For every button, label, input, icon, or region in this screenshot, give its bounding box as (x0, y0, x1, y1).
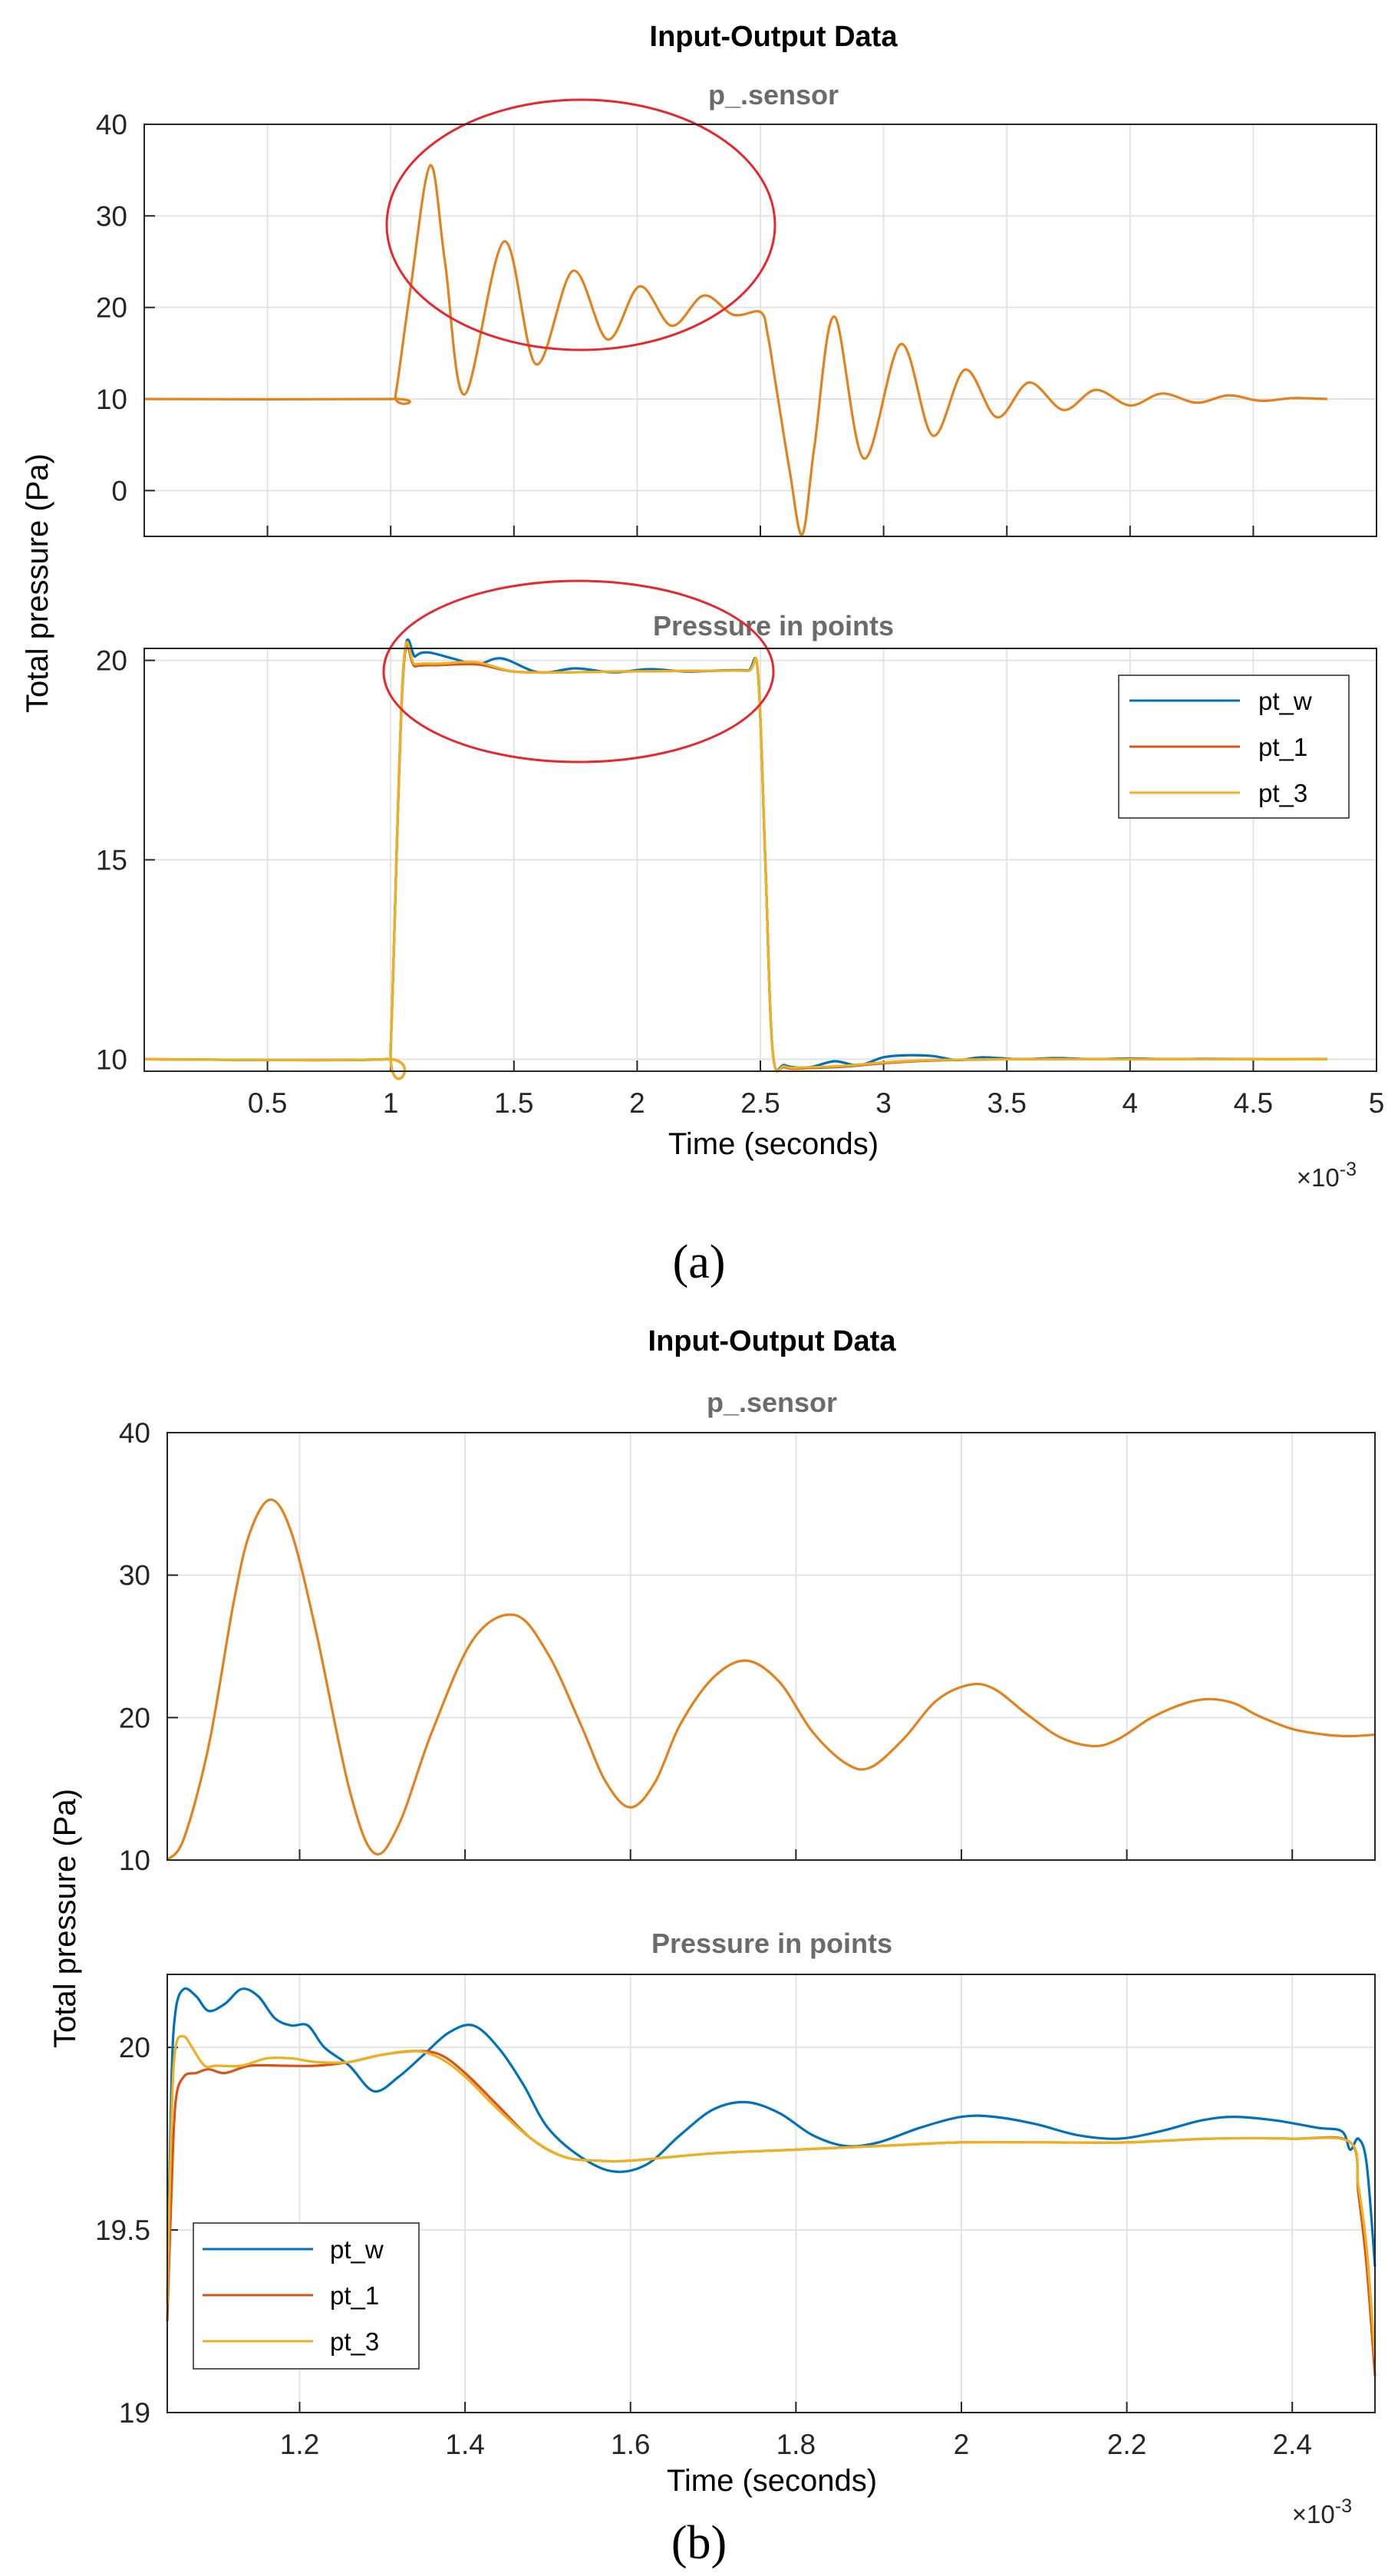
panel-b1-axes-box (167, 1432, 1376, 1861)
x-tick-label: 1.6 (611, 2429, 650, 2460)
legend-a-label-pt_w: pt_w (1258, 687, 1312, 715)
x-tick-label: 2.5 (740, 1087, 780, 1119)
figure-a-title: Input-Output Data (650, 21, 898, 53)
x-tick-label: 3 (875, 1087, 892, 1119)
x-tick-label: 0.5 (248, 1087, 287, 1119)
panel-b2-subtitle: Pressure in points (651, 1928, 892, 1959)
figure-a-xlabel: Time (seconds) (668, 1127, 879, 1161)
figure-b-ylabel: Total pressure (Pa) (48, 1789, 82, 2048)
series-line-pt_3 (143, 641, 1327, 1080)
figure-a-x-exponent: ×10-3 (1297, 1159, 1357, 1192)
legend-a-label-pt_3: pt_3 (1258, 779, 1307, 807)
x-tick-label: 2 (629, 1087, 645, 1119)
x-tick-label: 1.4 (445, 2429, 484, 2460)
legend-b-label-pt_1: pt_1 (330, 2281, 379, 2310)
x-tick-label: 4.5 (1234, 1087, 1273, 1119)
y-tick-label: 15 (96, 845, 127, 876)
legend-b: pt_w pt_1 pt_3 (193, 2222, 420, 2370)
figure-b-xlabel: Time (seconds) (667, 2464, 877, 2498)
y-tick-label: 19.5 (95, 2215, 150, 2246)
panel-a1-axes-box (143, 124, 1377, 537)
panel-b1-subtitle: p_.sensor (707, 1387, 837, 1418)
y-tick-label: 10 (96, 384, 127, 415)
x-tick-label: 5 (1369, 1087, 1385, 1119)
legend-a-label-pt_1: pt_1 (1258, 733, 1307, 761)
figure-a: Input-Output Data Total pressure (Pa) p_… (21, 21, 1384, 1288)
y-tick-label: 10 (119, 1845, 150, 1876)
figure-b-x-exponent: ×10-3 (1292, 2495, 1352, 2528)
highlight-circle-a1 (385, 98, 776, 351)
x-tick-label: 2.2 (1107, 2429, 1146, 2460)
legend-b-label-pt_w: pt_w (330, 2235, 384, 2264)
x-tick-label: 1 (383, 1087, 399, 1119)
series-line-pt_w (166, 1987, 1377, 2304)
figure-b-title: Input-Output Data (648, 1325, 897, 1357)
legend-a: pt_w pt_1 pt_3 (1118, 675, 1350, 819)
y-tick-label: 20 (96, 645, 127, 677)
panel-a2-subtitle: Pressure in points (653, 610, 894, 642)
y-tick-label: 20 (119, 1702, 150, 1733)
x-tick-label: 1.5 (494, 1087, 533, 1119)
y-tick-label: 40 (119, 1417, 150, 1449)
panel-b2: Pressure in points 19 19.5 20 pt_w pt_1 pt… (95, 1928, 1377, 2429)
y-tick-label: 20 (119, 2032, 150, 2063)
y-tick-label: 20 (96, 292, 127, 324)
panel-a1: p_.sensor 0 10 20 30 40 (96, 79, 1377, 537)
y-tick-label: 10 (96, 1044, 127, 1075)
x-tick-label: 1.8 (776, 2429, 816, 2460)
panel-b1: p_.sensor 10 20 30 40 (119, 1387, 1376, 1876)
figure-b: Input-Output Data Total pressure (Pa) p_… (48, 1325, 1377, 2569)
x-tick-label: 4 (1123, 1087, 1139, 1119)
series-line-p_.sensor (143, 164, 1327, 536)
series-line-pt_3 (166, 2034, 1377, 2358)
figure-a-ylabel: Total pressure (Pa) (21, 454, 54, 713)
series-line-p_.sensor (166, 1498, 1376, 1862)
figure-a-caption: (a) (673, 1236, 726, 1288)
x-tick-label: 2.4 (1272, 2429, 1311, 2460)
panel-a2-axes-box (143, 648, 1377, 1072)
legend-b-label-pt_3: pt_3 (330, 2327, 379, 2356)
panel-a1-subtitle: p_.sensor (708, 79, 839, 110)
y-tick-label: 30 (96, 200, 127, 232)
panel-b2-axes-box (167, 1974, 1376, 2413)
figure-b-caption: (b) (671, 2517, 727, 2569)
x-tick-label: 1.2 (280, 2429, 319, 2460)
panel-a2: Pressure in points 10 15 20 pt_w pt_1 pt_3 (96, 579, 1377, 1080)
x-tick-label: 2 (954, 2429, 970, 2460)
highlight-circle-a2 (382, 579, 775, 764)
x-tick-label: 3.5 (987, 1087, 1026, 1119)
y-tick-label: 19 (119, 2397, 150, 2429)
y-tick-label: 40 (96, 109, 127, 140)
y-tick-label: 30 (119, 1560, 150, 1591)
y-tick-label: 0 (111, 475, 127, 506)
